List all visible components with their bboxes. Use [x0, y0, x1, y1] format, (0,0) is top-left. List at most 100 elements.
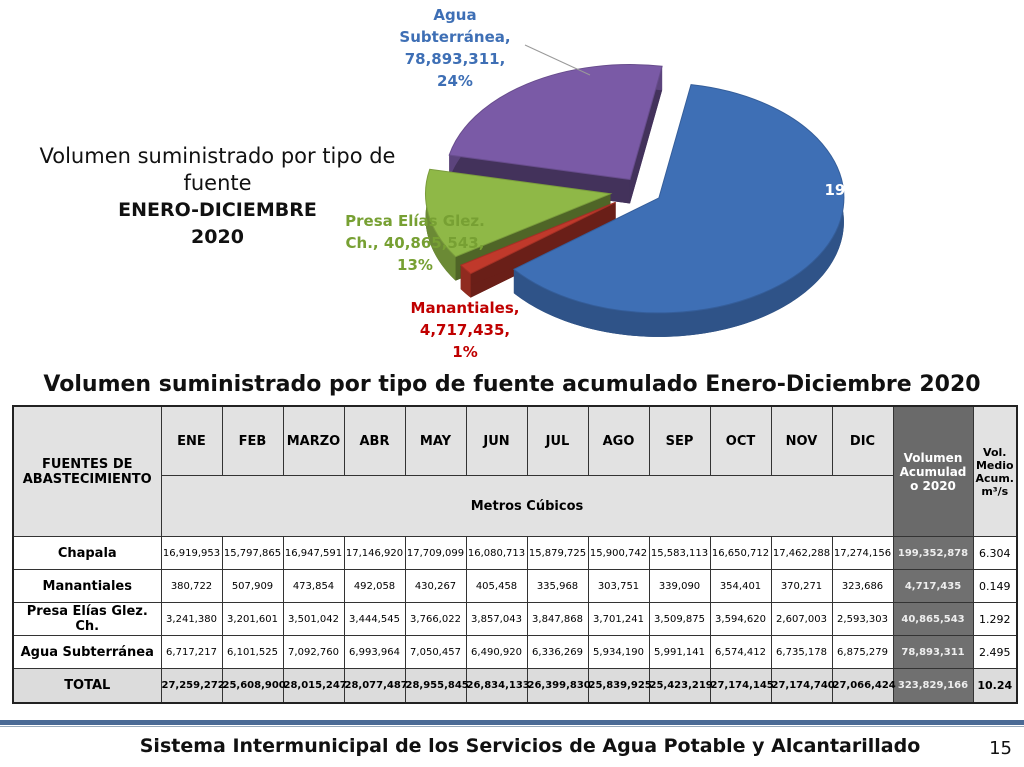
data-label-line: Presa Elías Glez.: [345, 212, 485, 230]
table-row: Agua Subterránea 6,717,217 6,101,525 7,092,…: [12, 635, 1018, 669]
month-value-cell: 6,101,525: [221, 635, 284, 669]
title-year: 2020: [191, 226, 244, 248]
footer-text: Sistema Intermunicipal de los Servicios …: [139, 735, 921, 757]
month-value-cell: 26,834,133: [465, 668, 530, 704]
data-label-line: 62%: [862, 203, 898, 221]
data-label-line: Chapala ,: [840, 159, 920, 177]
month-value-cell: 507,909: [221, 569, 284, 603]
month-value-cell: 28,077,487: [343, 668, 408, 704]
data-label-line: 199,352,878,: [824, 181, 936, 199]
month-value-cell: 3,241,380: [160, 602, 223, 636]
month-value-cell: 16,080,713: [465, 536, 528, 570]
leader-line: [524, 44, 591, 76]
month-value-cell: 15,879,725: [526, 536, 589, 570]
month-value-cell: 5,991,141: [648, 635, 711, 669]
month-value-cell: 25,423,219: [648, 668, 713, 704]
data-label-line: 13%: [397, 256, 433, 274]
data-label-line: 4,717,435,: [419, 321, 511, 339]
month-value-cell: 323,686: [831, 569, 894, 603]
pie-slice-agua-subterr-nea: [448, 64, 663, 204]
mean-flow-cell: 1.292: [972, 602, 1018, 636]
data-label-line: Ch., 40,865,543,: [345, 234, 485, 252]
month-value-cell: 303,751: [587, 569, 650, 603]
source-header: FUENTES DE ABASTECIMIENTO: [12, 405, 162, 537]
data-label-manantiales: Manantiales, 4,717,435, 1%: [400, 297, 530, 363]
month-value-cell: 28,955,845: [404, 668, 469, 704]
footer-divider-thin: [0, 726, 1024, 727]
data-label-line: Agua: [433, 6, 477, 24]
month-value-cell: 17,462,288: [770, 536, 833, 570]
month-value-cell: 6,735,178: [770, 635, 833, 669]
month-header: JUN: [465, 405, 528, 476]
data-label-line: 1%: [452, 343, 478, 361]
data-label-line: Manantiales,: [410, 299, 520, 317]
pie-slice-manantiales: [459, 201, 616, 298]
month-value-cell: 7,050,457: [404, 635, 467, 669]
month-value-cell: 28,015,247: [282, 668, 347, 704]
table-row: Presa Elías Glez. Ch. 3,241,380 3,201,601 3…: [12, 602, 1018, 636]
month-header: ABR: [343, 405, 406, 476]
month-header: MARZO: [282, 405, 345, 476]
month-value-cell: 3,857,043: [465, 602, 528, 636]
data-label-line: Subterránea,: [399, 28, 511, 46]
month-value-cell: 27,174,145: [709, 668, 774, 704]
month-value-cell: 15,583,113: [648, 536, 711, 570]
month-value-cell: 3,847,868: [526, 602, 589, 636]
month-value-cell: 16,919,953: [160, 536, 223, 570]
month-value-cell: 16,650,712: [709, 536, 772, 570]
data-label-agua-subterr-nea: Agua Subterránea, 78,893,311, 24%: [390, 4, 520, 92]
month-header: ENE: [160, 405, 223, 476]
month-value-cell: 2,607,003: [770, 602, 833, 636]
month-value-cell: 3,501,042: [282, 602, 345, 636]
data-label-line: 78,893,311,: [404, 50, 506, 68]
source-cell: Manantiales: [12, 569, 162, 603]
mean-flow-cell: 10.24: [972, 668, 1018, 704]
month-value-cell: 380,722: [160, 569, 223, 603]
table-row: Manantiales 380,722 507,909 473,854 492,058 4…: [12, 569, 1018, 603]
data-label-line: 24%: [437, 72, 473, 90]
mean-flow-cell: 6.304: [972, 536, 1018, 570]
title-period: ENERO-DICIEMBRE: [118, 199, 317, 221]
accumulated-cell: 199,352,878: [892, 536, 974, 570]
source-cell: Chapala: [12, 536, 162, 570]
accumulated-cell: 4,717,435: [892, 569, 974, 603]
data-label-chapala: Chapala , 199,352,878, 62%: [800, 157, 960, 223]
accumulated-header: Volumen Acumulad o 2020: [892, 405, 974, 537]
month-value-cell: 370,271: [770, 569, 833, 603]
month-value-cell: 3,509,875: [648, 602, 711, 636]
month-value-cell: 17,146,920: [343, 536, 406, 570]
month-value-cell: 3,701,241: [587, 602, 650, 636]
month-value-cell: 27,066,424: [831, 668, 896, 704]
month-value-cell: 3,594,620: [709, 602, 772, 636]
month-value-cell: 3,444,545: [343, 602, 406, 636]
pie-chart: [425, 44, 845, 337]
month-value-cell: 27,259,272: [160, 668, 225, 704]
chart-title: Volumen suministrado por tipo de fuente …: [0, 143, 435, 251]
month-header: FEB: [221, 405, 284, 476]
month-value-cell: 3,766,022: [404, 602, 467, 636]
month-value-cell: 354,401: [709, 569, 772, 603]
accumulated-cell: 40,865,543: [892, 602, 974, 636]
month-value-cell: 405,458: [465, 569, 528, 603]
month-value-cell: 7,092,760: [282, 635, 345, 669]
month-value-cell: 17,274,156: [831, 536, 894, 570]
footer-divider: [0, 720, 1024, 725]
accumulated-cell: 78,893,311: [892, 635, 974, 669]
month-value-cell: 6,717,217: [160, 635, 223, 669]
month-value-cell: 3,201,601: [221, 602, 284, 636]
source-cell: TOTAL: [12, 668, 162, 704]
month-value-cell: 492,058: [343, 569, 406, 603]
month-header: AGO: [587, 405, 650, 476]
page-number: 15: [989, 738, 1012, 759]
mean-flow-cell: 0.149: [972, 569, 1018, 603]
volume-table: FUENTES DE ABASTECIMIENTO ENE FEB MARZO …: [12, 405, 1018, 704]
month-value-cell: 17,709,099: [404, 536, 467, 570]
month-value-cell: 2,593,303: [831, 602, 894, 636]
title-line: Volumen suministrado por tipo de: [39, 144, 396, 168]
pie-slice-chapala: [512, 84, 845, 337]
month-value-cell: 473,854: [282, 569, 345, 603]
title-line: fuente: [183, 171, 252, 195]
data-label-presa-el-as-glez-ch-: Presa Elías Glez. Ch., 40,865,543, 13%: [335, 210, 495, 276]
month-value-cell: 25,608,900: [221, 668, 286, 704]
month-value-cell: 339,090: [648, 569, 711, 603]
